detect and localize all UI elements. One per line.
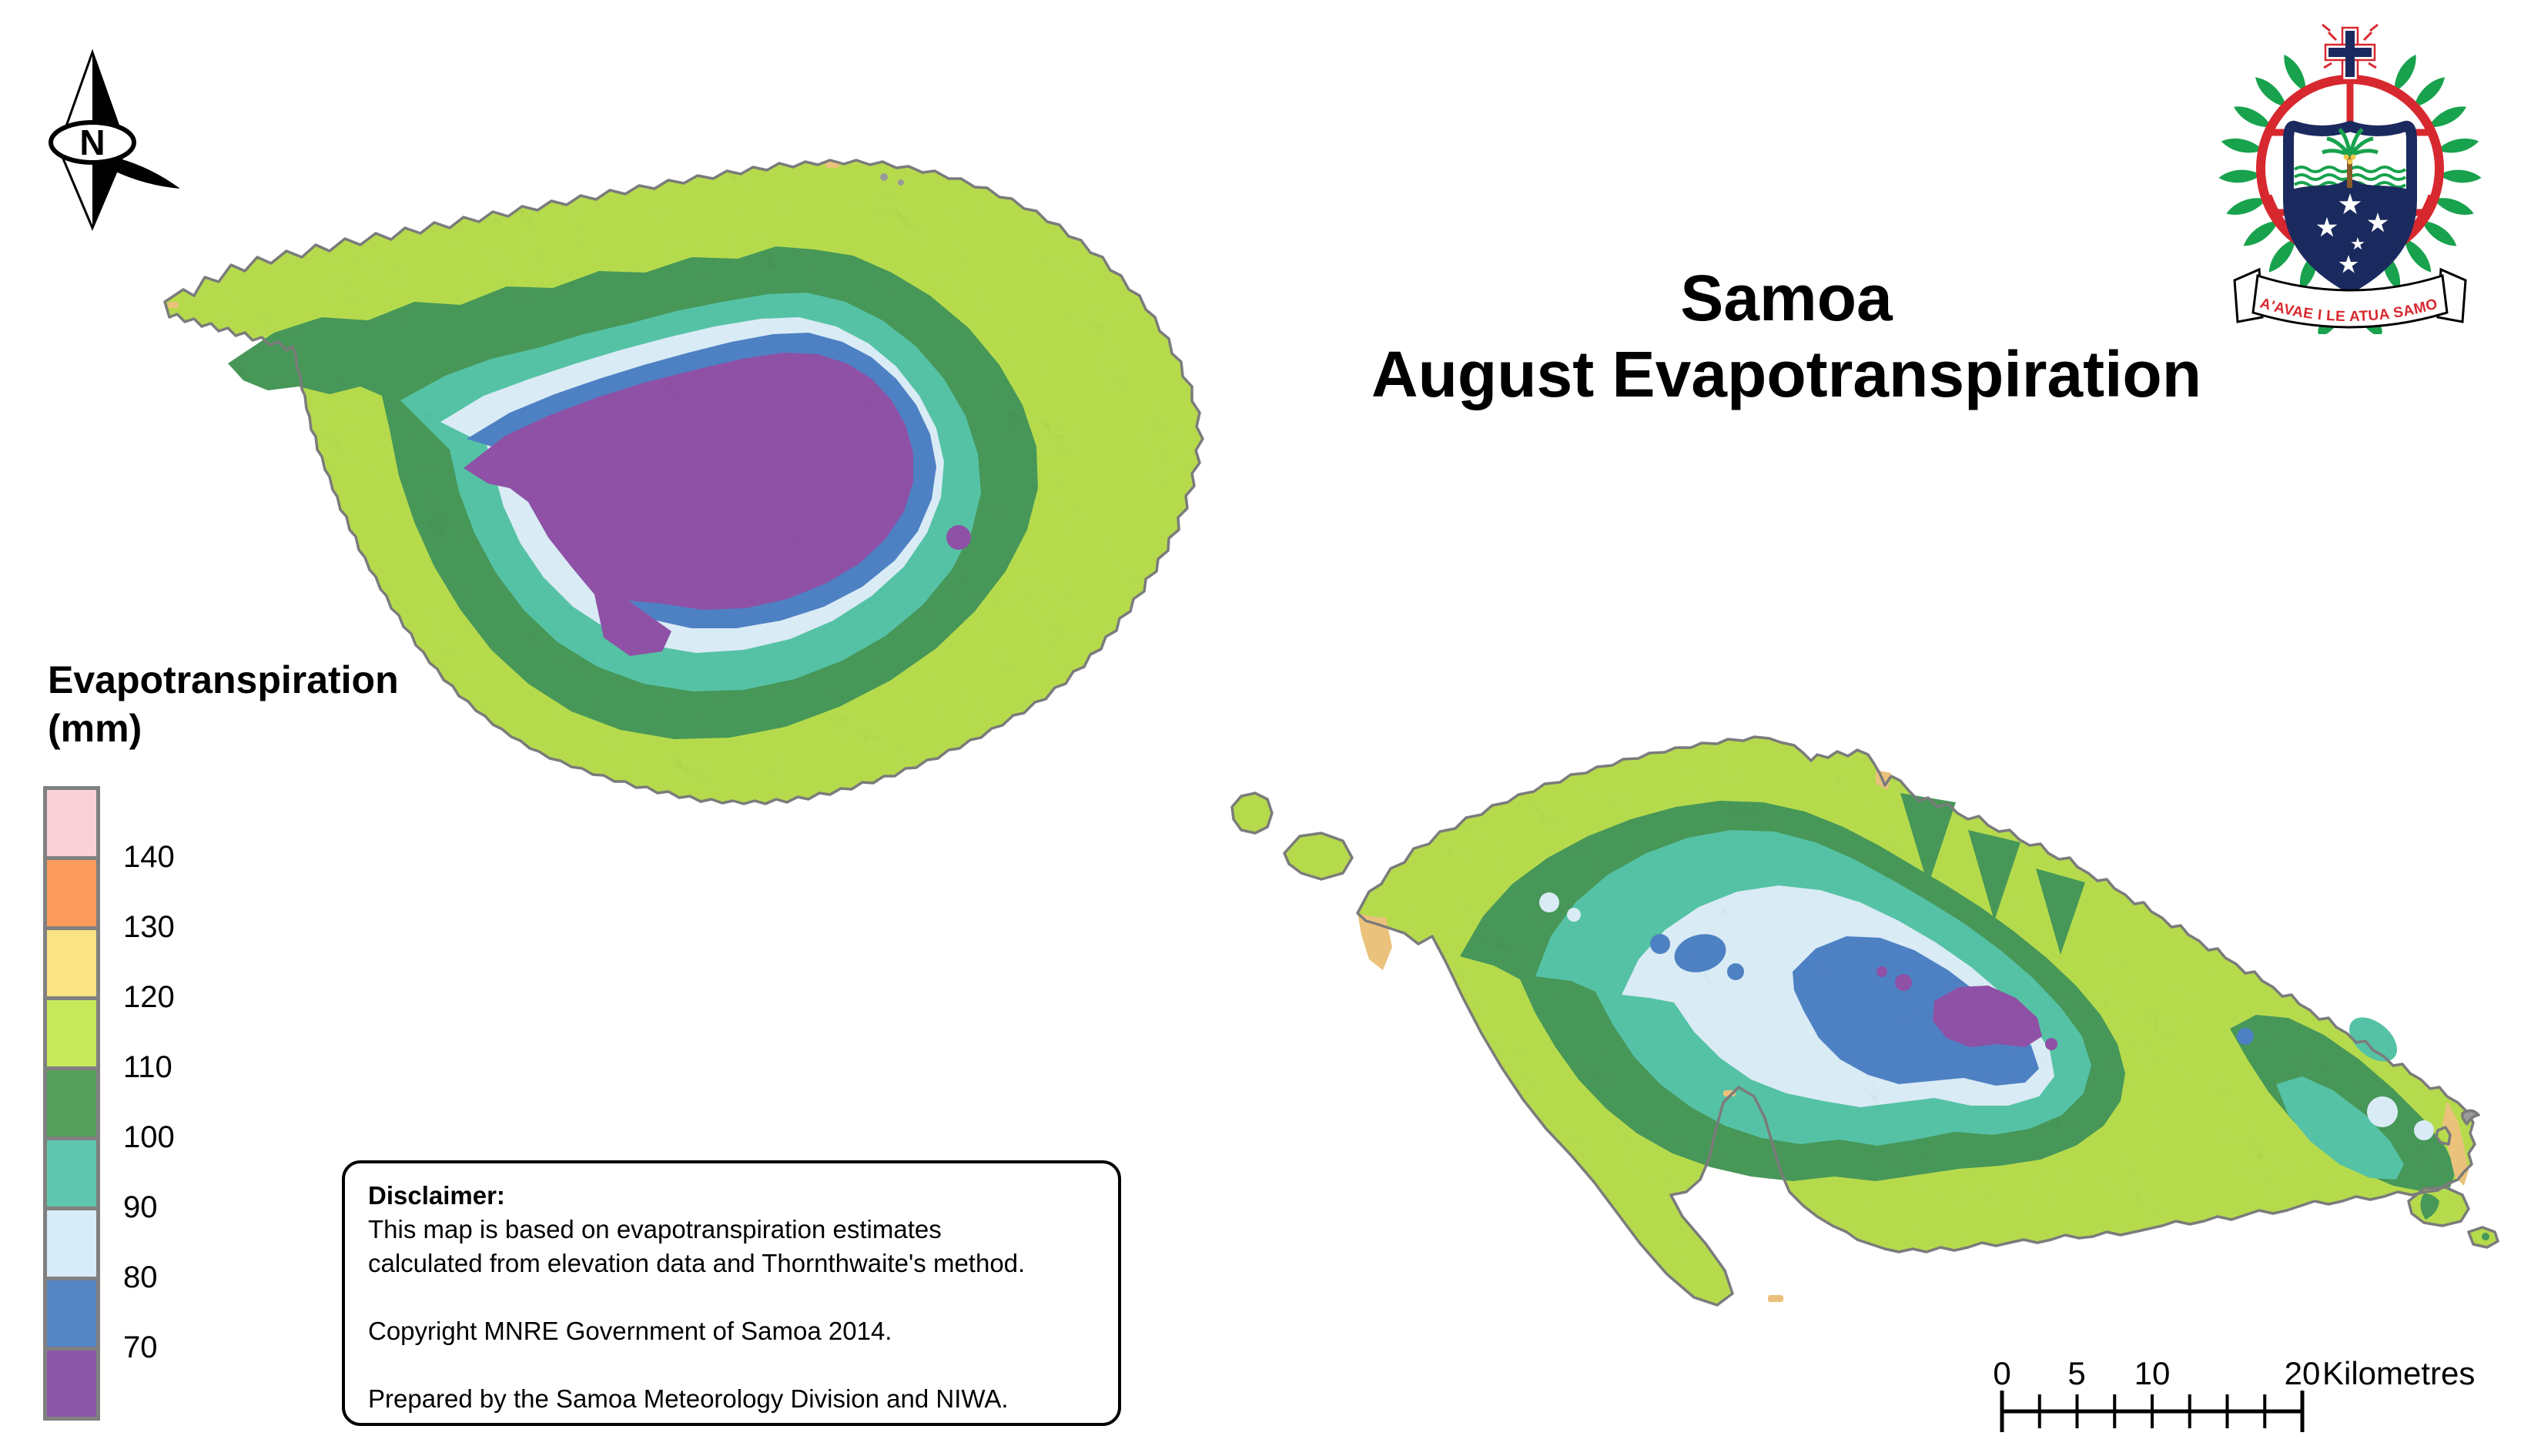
- legend-label-130: 130: [123, 910, 175, 944]
- upolu-zones-under70: [1876, 966, 2057, 1050]
- map-title-line2: August Evapotranspiration: [1371, 338, 2202, 411]
- legend-title: Evapotranspiration (mm): [48, 656, 399, 752]
- scale-label-0: 0: [1993, 1355, 2010, 1391]
- legend-label-70: 70: [123, 1330, 158, 1364]
- islands-fill-layer: [165, 160, 2498, 1305]
- disclaimer-line2: calculated from elevation data and Thorn…: [368, 1249, 1026, 1277]
- coconut-icon: [2343, 154, 2356, 165]
- legend-swatch-over-140: [47, 790, 96, 856]
- upolu-zones-80-90: [1539, 885, 2434, 1140]
- legend-swatch-80-90: [47, 1210, 96, 1277]
- spacer: [368, 1348, 1095, 1382]
- legend-label-140: 140: [123, 840, 175, 874]
- scale-unit-label: Kilometres: [2322, 1355, 2475, 1391]
- scale-label-10: 10: [2134, 1355, 2171, 1391]
- north-arrow-flare: [112, 158, 180, 189]
- small-island-green-patches: [2420, 1193, 2489, 1240]
- shield-icon: [2283, 120, 2417, 294]
- legend-swatch-100-110: [47, 1070, 96, 1136]
- savaii-extra-spots: [946, 525, 971, 550]
- upolu-zones-90-100: [1535, 830, 2404, 1180]
- palm-trunk-icon: [2347, 154, 2352, 188]
- disclaimer-prepared-by: Prepared by the Samoa Meteorology Divisi…: [368, 1384, 1009, 1413]
- disclaimer-box: Disclaimer: This map is based on evapotr…: [342, 1160, 1121, 1426]
- legend-label-120: 120: [123, 980, 175, 1014]
- cross-icon: [2322, 23, 2379, 82]
- upolu-island: [1358, 737, 2475, 1305]
- disclaimer-copyright: Copyright MNRE Government of Samoa 2014.: [368, 1317, 892, 1345]
- map-title: Samoa August Evapotranspiration: [1263, 260, 2310, 413]
- upolu-zones-70-80: [1650, 934, 2254, 1086]
- spacer: [368, 1280, 1095, 1314]
- savaii-island: [165, 160, 1203, 804]
- legend-label-110: 110: [123, 1050, 172, 1084]
- savaii-tan-patches: [168, 162, 839, 308]
- legend-swatch-120-130: [47, 930, 96, 996]
- legend-label-80: 80: [123, 1260, 158, 1294]
- legend-label-90: 90: [123, 1190, 158, 1224]
- legend-label-100: 100: [123, 1120, 175, 1154]
- legend-swatch-90-100: [47, 1140, 96, 1207]
- legend-swatch-70-80: [47, 1280, 96, 1347]
- scale-bar-labels: 0 5 10 20 Kilometres: [1993, 1355, 2475, 1391]
- legend-swatch-130-140: [47, 860, 96, 926]
- north-arrow-ring: [49, 120, 136, 165]
- scale-bar: [2000, 1391, 2305, 1432]
- samoa-coat-of-arms: FA'AVAE I LE ATUA SAMOA: [2215, 11, 2482, 334]
- map-title-line1: Samoa: [1680, 262, 1893, 334]
- scale-label-5: 5: [2067, 1355, 2085, 1391]
- north-arrow: N: [49, 49, 180, 231]
- legend-swatch-under-70: [47, 1351, 96, 1417]
- scale-label-20: 20: [2285, 1355, 2321, 1391]
- legend-color-bar: [43, 786, 100, 1421]
- disclaimer-heading: Disclaimer:: [368, 1181, 505, 1210]
- legend-swatch-110-120: [47, 1000, 96, 1066]
- legend-title-line1: Evapotranspiration: [48, 658, 399, 701]
- coastlines: [163, 159, 2499, 1307]
- disclaimer-line1: This map is based on evapotranspiration …: [368, 1215, 942, 1243]
- legend-title-line2: (mm): [48, 706, 142, 750]
- north-arrow-letter: N: [79, 122, 105, 162]
- palm-fronds-icon: [2322, 128, 2379, 158]
